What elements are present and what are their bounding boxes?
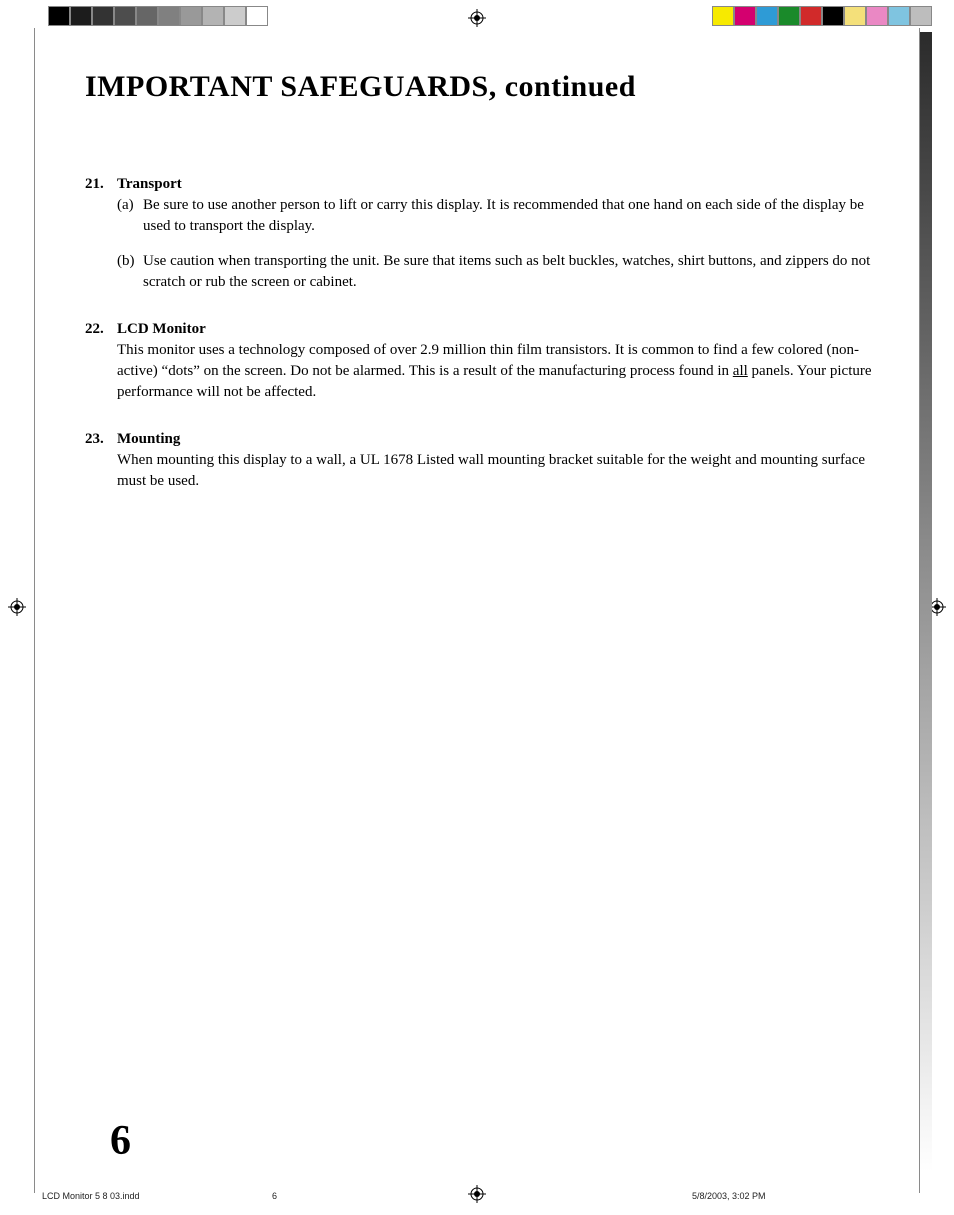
swatch: [822, 6, 844, 26]
crop-line-left: [34, 28, 35, 1193]
underlined-text: all: [733, 363, 748, 379]
color-colorbar: [712, 6, 932, 26]
swatch: [114, 6, 136, 26]
swatch: [712, 6, 734, 26]
sub-item: (b) Use caution when transporting the un…: [117, 251, 894, 293]
swatch: [756, 6, 778, 26]
item-title: LCD Monitor: [117, 319, 206, 340]
swatch: [92, 6, 114, 26]
swatch: [246, 6, 268, 26]
footer-page: 6: [272, 1191, 572, 1201]
page-content: IMPORTANT SAFEGUARDS, continued 21. Tran…: [85, 70, 894, 518]
sub-item-label: (a): [117, 195, 143, 237]
sub-item-text: Be sure to use another person to lift or…: [143, 195, 894, 237]
item-number: 22.: [85, 319, 117, 340]
item-number: 21.: [85, 174, 117, 195]
item-body: This monitor uses a technology composed …: [117, 340, 894, 403]
safeguard-item: 23. Mounting When mounting this display …: [85, 429, 894, 492]
swatch: [202, 6, 224, 26]
swatch: [70, 6, 92, 26]
swatch: [866, 6, 888, 26]
swatch: [734, 6, 756, 26]
swatch: [778, 6, 800, 26]
safeguard-item: 21. Transport (a) Be sure to use another…: [85, 174, 894, 293]
swatch: [844, 6, 866, 26]
safeguard-item: 22. LCD Monitor This monitor uses a tech…: [85, 319, 894, 403]
swatch: [910, 6, 932, 26]
footer: LCD Monitor 5 8 03.indd 6 5/8/2003, 3:02…: [42, 1191, 912, 1201]
sub-item: (a) Be sure to use another person to lif…: [117, 195, 894, 237]
item-body: When mounting this display to a wall, a …: [117, 450, 894, 492]
registration-mark-icon: [8, 598, 26, 616]
swatch: [48, 6, 70, 26]
item-title: Mounting: [117, 429, 180, 450]
swatch: [136, 6, 158, 26]
gradient-strip: [920, 32, 932, 1172]
swatch: [224, 6, 246, 26]
swatch: [180, 6, 202, 26]
swatch: [800, 6, 822, 26]
swatch: [888, 6, 910, 26]
sub-item-label: (b): [117, 251, 143, 293]
item-number: 23.: [85, 429, 117, 450]
registration-mark-icon: [468, 9, 486, 27]
swatch: [158, 6, 180, 26]
sub-item-text: Use caution when transporting the unit. …: [143, 251, 894, 293]
item-title: Transport: [117, 174, 182, 195]
footer-filename: LCD Monitor 5 8 03.indd: [42, 1191, 272, 1201]
page-title: IMPORTANT SAFEGUARDS, continued: [85, 70, 894, 104]
footer-date: 5/8/2003, 3:02 PM: [692, 1191, 766, 1201]
page-number: 6: [110, 1117, 131, 1165]
grayscale-colorbar: [48, 6, 268, 26]
